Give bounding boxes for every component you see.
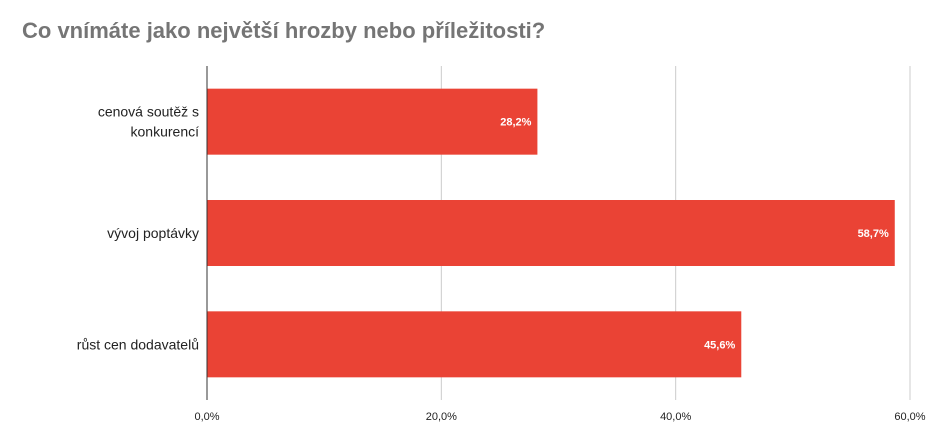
data-label: 45,6% [704, 339, 735, 351]
bar [207, 200, 895, 266]
category-label: cenová soutěž s [98, 104, 199, 120]
bar [207, 311, 742, 378]
x-tick-label: 20,0% [426, 411, 457, 423]
x-tick-label: 40,0% [660, 411, 691, 423]
chart-title: Co vnímáte jako největší hrozby nebo pří… [22, 18, 546, 43]
data-label: 58,7% [858, 228, 889, 240]
bar [207, 88, 538, 155]
category-label: konkurencí [131, 124, 200, 140]
data-label: 28,2% [500, 117, 531, 129]
x-tick-label: 0,0% [194, 411, 219, 423]
category-label: vývoj poptávky [107, 225, 199, 241]
x-tick-label: 60,0% [894, 411, 925, 423]
category-label: růst cen dodavatelů [77, 336, 199, 352]
